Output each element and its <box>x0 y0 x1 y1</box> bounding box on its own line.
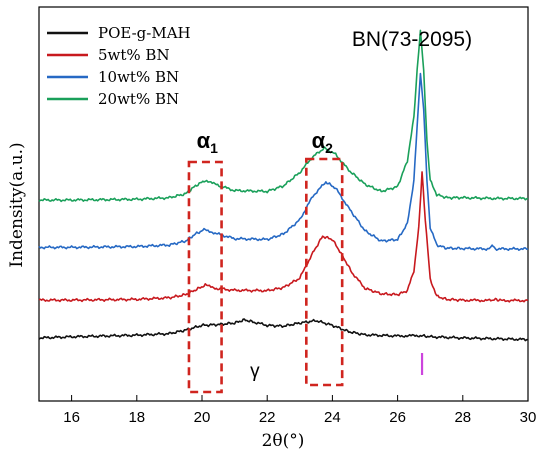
x-tick-label: 24 <box>324 409 341 426</box>
series-line-2 <box>38 72 529 252</box>
x-axis-label: 2θ(°) <box>262 431 305 451</box>
legend: POE-g-MAH 5wt% BN 10wt% BN 20wt% BN <box>47 24 191 108</box>
x-tick-label: 28 <box>454 409 471 426</box>
series-line-0 <box>38 318 529 342</box>
legend-label-1: 5wt% BN <box>98 46 170 64</box>
alpha2-box <box>305 157 344 387</box>
x-tick-label: 16 <box>63 409 80 426</box>
series-line-1 <box>38 171 529 303</box>
y-axis-label: Indensity(a.u.) <box>7 142 27 267</box>
alpha2-label-symbol: α <box>312 128 326 153</box>
alpha2-label-subscript: 2 <box>325 140 333 156</box>
legend-label-3: 20wt% BN <box>98 90 179 108</box>
legend-label-2: 10wt% BN <box>98 68 179 86</box>
annotations: BN(73-2095)α1 α2γ <box>187 28 472 394</box>
alpha1-box <box>187 160 223 394</box>
alpha2-label: α2 <box>312 128 334 156</box>
alpha1-label-subscript: 1 <box>210 140 218 156</box>
gamma-label: γ <box>250 361 260 382</box>
plot-frame <box>38 6 529 402</box>
x-tick-label: 18 <box>128 409 145 426</box>
alpha1-label: α1 <box>197 128 219 156</box>
alpha1-label-symbol: α <box>197 128 211 153</box>
x-tick-label: 20 <box>194 409 211 426</box>
x-tick-label: 30 <box>520 409 537 426</box>
x-tick-label: 22 <box>259 409 276 426</box>
x-tick-label: 26 <box>389 409 406 426</box>
legend-label-0: POE-g-MAH <box>98 24 191 42</box>
series-lines <box>38 29 529 342</box>
series-line-3 <box>38 29 529 203</box>
x-axis-ticks: 16 18 20 22 24 26 28 30 <box>63 395 536 426</box>
reference-label: BN(73-2095) <box>352 28 472 51</box>
